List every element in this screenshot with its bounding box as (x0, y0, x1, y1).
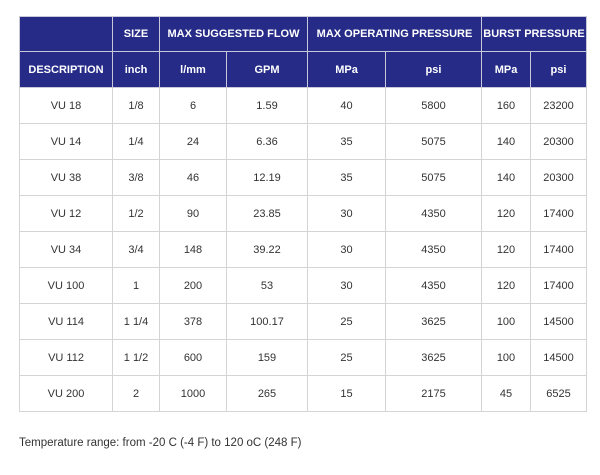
cell-operating-mpa: 30 (307, 195, 386, 232)
cell-burst-psi: 17400 (530, 267, 587, 304)
cell-operating-mpa: 30 (307, 267, 386, 304)
table-row: VU 114 1 1/4 378 100.17 25 3625 100 1450… (19, 303, 587, 340)
cell-burst-mpa: 45 (481, 375, 531, 412)
cell-operating-psi: 5075 (385, 123, 482, 160)
cell-gpm: 6.36 (226, 123, 308, 160)
cell-gpm: 23.85 (226, 195, 308, 232)
cell-description: VU 18 (19, 87, 113, 124)
header-blank-cell (19, 16, 113, 52)
header-unit-lmm: l/mm (159, 51, 227, 88)
cell-burst-mpa: 100 (481, 339, 531, 376)
cell-operating-mpa: 25 (307, 303, 386, 340)
table-row: VU 34 3/4 148 39.22 30 4350 120 17400 (19, 231, 587, 268)
temperature-range-note: Temperature range: from -20 C (-4 F) to … (19, 437, 302, 449)
cell-lmm: 6 (159, 87, 227, 124)
cell-lmm: 24 (159, 123, 227, 160)
cell-description: VU 200 (19, 375, 113, 412)
table-row: VU 12 1/2 90 23.85 30 4350 120 17400 (19, 195, 587, 232)
cell-inch: 1 (112, 267, 160, 304)
cell-burst-psi: 14500 (530, 339, 587, 376)
header-unit-gpm: GPM (226, 51, 308, 88)
cell-lmm: 600 (159, 339, 227, 376)
cell-lmm: 148 (159, 231, 227, 268)
cell-burst-psi: 23200 (530, 87, 587, 124)
cell-description: VU 100 (19, 267, 113, 304)
cell-burst-psi: 6525 (530, 375, 587, 412)
cell-operating-mpa: 30 (307, 231, 386, 268)
cell-burst-mpa: 120 (481, 267, 531, 304)
cell-inch: 1/4 (112, 123, 160, 160)
cell-description: VU 38 (19, 159, 113, 196)
cell-operating-mpa: 35 (307, 123, 386, 160)
cell-gpm: 1.59 (226, 87, 308, 124)
cell-gpm: 265 (226, 375, 308, 412)
header-max-suggested-flow: MAX SUGGESTED FLOW (159, 16, 308, 52)
pressure-spec-table: SIZE MAX SUGGESTED FLOW MAX OPERATING PR… (19, 16, 587, 412)
header-unit-inch: inch (112, 51, 160, 88)
cell-operating-psi: 4350 (385, 231, 482, 268)
header-unit-operating-mpa: MPa (307, 51, 386, 88)
cell-lmm: 1000 (159, 375, 227, 412)
cell-operating-mpa: 40 (307, 87, 386, 124)
cell-operating-mpa: 35 (307, 159, 386, 196)
cell-description: VU 34 (19, 231, 113, 268)
table-row: VU 18 1/8 6 1.59 40 5800 160 23200 (19, 87, 587, 124)
cell-operating-psi: 5075 (385, 159, 482, 196)
cell-operating-psi: 3625 (385, 303, 482, 340)
header-max-operating-pressure: MAX OPERATING PRESSURE (307, 16, 482, 52)
header-burst-pressure: BURST PRESSURE (481, 16, 587, 52)
table-row: VU 100 1 200 53 30 4350 120 17400 (19, 267, 587, 304)
cell-burst-psi: 14500 (530, 303, 587, 340)
cell-burst-psi: 20300 (530, 123, 587, 160)
cell-gpm: 100.17 (226, 303, 308, 340)
cell-operating-psi: 5800 (385, 87, 482, 124)
cell-inch: 3/4 (112, 231, 160, 268)
cell-operating-mpa: 15 (307, 375, 386, 412)
cell-operating-psi: 2175 (385, 375, 482, 412)
header-unit-burst-mpa: MPa (481, 51, 531, 88)
cell-operating-psi: 3625 (385, 339, 482, 376)
table-row: VU 14 1/4 24 6.36 35 5075 140 20300 (19, 123, 587, 160)
cell-burst-mpa: 140 (481, 123, 531, 160)
cell-burst-psi: 17400 (530, 195, 587, 232)
cell-description: VU 12 (19, 195, 113, 232)
cell-description: VU 14 (19, 123, 113, 160)
cell-description: VU 114 (19, 303, 113, 340)
table-row: VU 200 2 1000 265 15 2175 45 6525 (19, 375, 587, 412)
cell-operating-psi: 4350 (385, 267, 482, 304)
header-group-row: SIZE MAX SUGGESTED FLOW MAX OPERATING PR… (19, 16, 587, 52)
cell-operating-psi: 4350 (385, 195, 482, 232)
cell-inch: 1 1/2 (112, 339, 160, 376)
header-unit-operating-psi: psi (385, 51, 482, 88)
cell-inch: 2 (112, 375, 160, 412)
cell-burst-psi: 17400 (530, 231, 587, 268)
header-size: SIZE (112, 16, 160, 52)
cell-lmm: 200 (159, 267, 227, 304)
cell-lmm: 90 (159, 195, 227, 232)
cell-burst-mpa: 120 (481, 231, 531, 268)
cell-lmm: 378 (159, 303, 227, 340)
header-unit-burst-psi: psi (530, 51, 587, 88)
cell-burst-psi: 20300 (530, 159, 587, 196)
cell-inch: 1/8 (112, 87, 160, 124)
cell-inch: 1 1/4 (112, 303, 160, 340)
cell-gpm: 159 (226, 339, 308, 376)
cell-gpm: 39.22 (226, 231, 308, 268)
table-row: VU 112 1 1/2 600 159 25 3625 100 14500 (19, 339, 587, 376)
cell-burst-mpa: 120 (481, 195, 531, 232)
header-description: DESCRIPTION (19, 51, 113, 88)
cell-inch: 3/8 (112, 159, 160, 196)
cell-burst-mpa: 160 (481, 87, 531, 124)
cell-gpm: 12.19 (226, 159, 308, 196)
cell-operating-mpa: 25 (307, 339, 386, 376)
table-row: VU 38 3/8 46 12.19 35 5075 140 20300 (19, 159, 587, 196)
cell-inch: 1/2 (112, 195, 160, 232)
cell-gpm: 53 (226, 267, 308, 304)
cell-burst-mpa: 140 (481, 159, 531, 196)
cell-burst-mpa: 100 (481, 303, 531, 340)
cell-description: VU 112 (19, 339, 113, 376)
header-unit-row: DESCRIPTION inch l/mm GPM MPa psi MPa ps… (19, 51, 587, 88)
cell-lmm: 46 (159, 159, 227, 196)
